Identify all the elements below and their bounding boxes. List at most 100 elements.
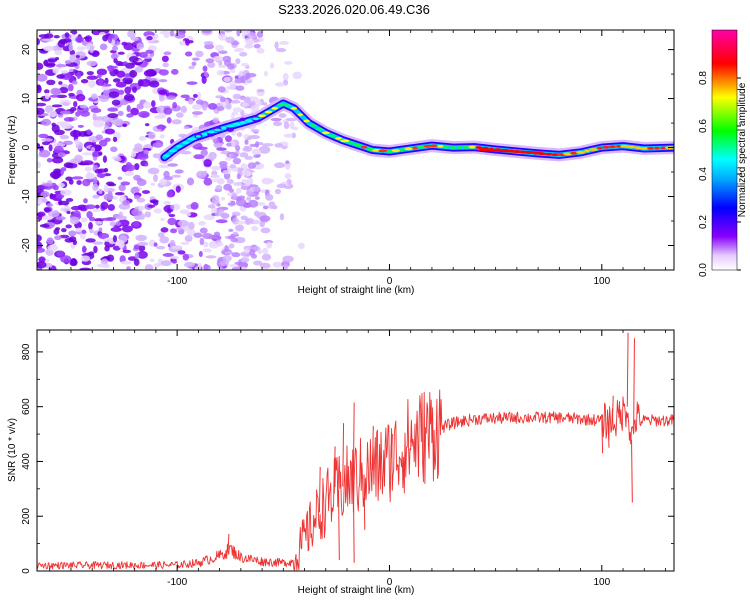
noise-blob <box>227 235 236 240</box>
noise-blob <box>203 177 213 186</box>
noise-blob <box>180 105 188 114</box>
noise-blob <box>246 196 252 201</box>
ridge-core <box>437 144 444 148</box>
noise-blob <box>171 174 182 178</box>
noise-blob <box>47 58 58 63</box>
noise-blob <box>48 210 60 218</box>
noise-blob <box>132 86 137 93</box>
noise-blob <box>247 162 257 169</box>
noise-blob <box>48 144 53 152</box>
noise-blob <box>70 107 77 112</box>
noise-blob <box>292 71 302 80</box>
spectrogram-xtick-label: 100 <box>593 276 610 287</box>
noise-blob <box>179 209 190 215</box>
ridge-core <box>220 126 227 130</box>
noise-blob <box>72 129 78 138</box>
noise-blob <box>208 151 217 160</box>
noise-blob <box>160 217 165 222</box>
noise-blob <box>65 176 73 181</box>
noise-blob <box>44 207 51 213</box>
noise-blob <box>53 145 64 154</box>
noise-blob <box>186 177 195 186</box>
noise-blob <box>93 150 99 157</box>
noise-blob <box>56 250 64 257</box>
noise-blob <box>100 201 109 210</box>
noise-blob <box>102 155 108 163</box>
noise-blob <box>285 160 290 164</box>
noise-blob <box>74 139 80 145</box>
noise-blob <box>55 63 68 68</box>
noise-blob <box>123 93 135 102</box>
noise-blob <box>152 200 159 206</box>
ridge-core <box>639 147 649 150</box>
noise-blob <box>193 154 205 160</box>
noise-blob <box>38 256 46 263</box>
noise-blob <box>261 143 274 147</box>
noise-blob <box>160 260 172 267</box>
noise-blob <box>68 92 75 97</box>
noise-blob <box>143 101 152 109</box>
noise-blob <box>261 177 273 185</box>
noise-blob <box>134 143 143 150</box>
noise-blob <box>250 253 258 259</box>
noise-blob <box>227 63 235 70</box>
noise-blob <box>41 198 48 203</box>
noise-blob <box>232 157 242 165</box>
noise-blob <box>76 46 86 51</box>
noise-blob <box>96 263 108 268</box>
noise-blob <box>256 88 265 93</box>
noise-blob <box>37 247 46 253</box>
noise-blob <box>41 138 53 142</box>
noise-blob <box>235 145 241 151</box>
noise-blob <box>92 241 104 245</box>
noise-blob <box>107 113 119 119</box>
noise-blob <box>236 187 242 194</box>
noise-blob <box>126 105 131 113</box>
noise-blob <box>122 123 128 128</box>
noise-blob <box>145 49 154 54</box>
noise-blob <box>242 147 249 152</box>
noise-blob <box>45 63 56 67</box>
noise-blob <box>60 167 67 172</box>
ridge-core <box>348 141 355 145</box>
noise-blob <box>40 38 47 42</box>
snr-frame <box>36 329 675 572</box>
noise-blob <box>139 78 151 87</box>
noise-blob <box>213 143 223 148</box>
noise-blob <box>169 255 180 260</box>
noise-blob <box>235 58 241 64</box>
ridge-core <box>258 114 266 118</box>
noise-blob <box>214 236 222 240</box>
noise-blob <box>262 102 268 106</box>
noise-blob <box>233 181 243 187</box>
noise-blob <box>37 211 46 218</box>
spectrogram-ridge <box>157 97 674 164</box>
noise-blob <box>82 178 91 187</box>
noise-blob <box>104 77 109 85</box>
snr-xtick-label: 0 <box>387 577 393 588</box>
ridge-core <box>551 153 559 157</box>
noise-blob <box>82 152 93 156</box>
noise-blob <box>159 236 170 244</box>
noise-blob <box>98 139 108 147</box>
noise-blob <box>218 33 228 41</box>
noise-blob <box>59 135 70 140</box>
noise-blob <box>72 210 81 218</box>
noise-blob <box>171 260 178 264</box>
noise-blob <box>37 38 41 45</box>
noise-blob <box>37 73 48 82</box>
noise-blob <box>202 248 212 253</box>
noise-blob <box>113 58 118 64</box>
ridge-core <box>340 139 350 143</box>
snr-panel: -100 0 100 0 200 400 600 800 Height of straight… <box>7 329 675 596</box>
noise-blob <box>68 230 77 237</box>
noise-blob <box>55 216 66 221</box>
ridge-core <box>176 144 183 148</box>
noise-blob <box>276 183 287 189</box>
noise-blob <box>254 161 260 165</box>
noise-blob <box>211 178 221 183</box>
noise-blob <box>103 91 110 96</box>
noise-blob <box>203 41 214 45</box>
